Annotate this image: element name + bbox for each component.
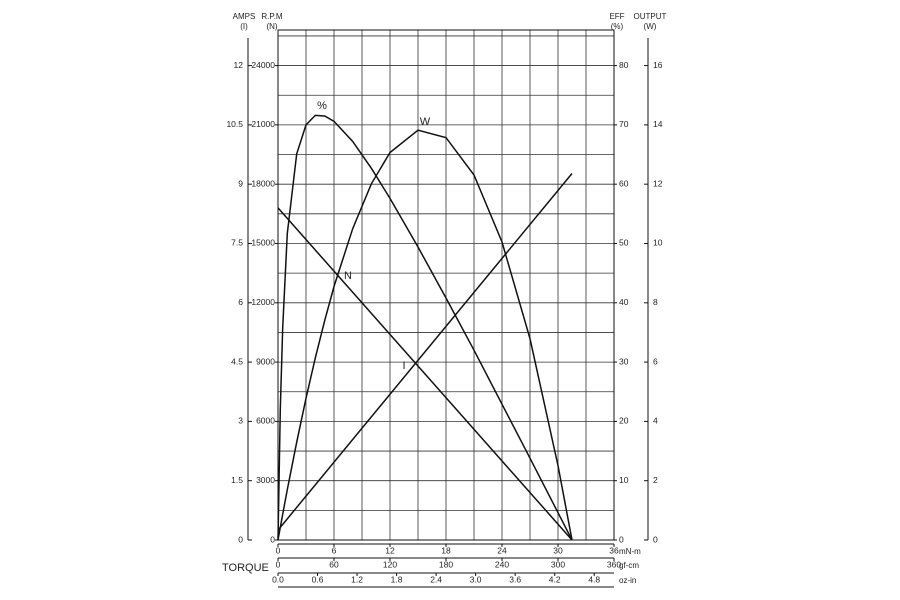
y-tick-label: 6000 bbox=[256, 416, 275, 426]
x-tick-label: 36 bbox=[609, 545, 619, 555]
plot-frame bbox=[277, 29, 615, 541]
y-tick-label: 15000 bbox=[251, 238, 275, 248]
series-line bbox=[277, 114, 573, 541]
y4-tick-label: 6 bbox=[653, 356, 658, 366]
y4-tick-label: 2 bbox=[653, 475, 658, 485]
x3-tick-label: 3.6 bbox=[509, 574, 521, 584]
x3-tick-label: 3.0 bbox=[470, 574, 482, 584]
y4-tick-label: 16 bbox=[653, 60, 663, 70]
y4-tick-label: 14 bbox=[653, 119, 663, 129]
x2-tick-label: 60 bbox=[329, 559, 339, 569]
y-tick-label: 24000 bbox=[251, 60, 275, 70]
y4-tick-label: 0 bbox=[653, 534, 658, 544]
x2-tick-label: 300 bbox=[551, 559, 565, 569]
y2-tick-label: 9 bbox=[238, 178, 243, 188]
series-label: W bbox=[420, 116, 431, 128]
y2-tick-label: 6 bbox=[238, 297, 243, 307]
x3-tick-label: 4.8 bbox=[588, 574, 600, 584]
x3-tick-label: 0.6 bbox=[312, 574, 324, 584]
y2-tick-label: 10.5 bbox=[226, 119, 243, 129]
series-label: I bbox=[402, 360, 405, 372]
y3-tick-label: 10 bbox=[619, 475, 629, 485]
y3-tick-label: 20 bbox=[619, 416, 629, 426]
y3-tick-label: 60 bbox=[619, 178, 629, 188]
series-line bbox=[277, 129, 573, 541]
x2-tick-label: 120 bbox=[383, 559, 397, 569]
rpm-title: R.P.M bbox=[261, 12, 283, 21]
eff-unit: (%) bbox=[611, 22, 624, 31]
y-tick-label: 12000 bbox=[251, 297, 275, 307]
y2-tick-label: 1.5 bbox=[231, 475, 243, 485]
y4-tick-label: 10 bbox=[653, 238, 663, 248]
x3-tick-label: 4.2 bbox=[549, 574, 561, 584]
x-tick-label: 24 bbox=[497, 545, 507, 555]
x2-tick-label: 360 bbox=[607, 559, 621, 569]
y3-tick-label: 40 bbox=[619, 297, 629, 307]
x-tick-label: 6 bbox=[332, 545, 337, 555]
y2-tick-label: 12 bbox=[234, 60, 244, 70]
y3-tick-label: 30 bbox=[619, 356, 629, 366]
eff-title: EFF bbox=[609, 12, 624, 21]
torque-title: TORQUE bbox=[222, 562, 269, 574]
x2-unit: gf-cm bbox=[619, 561, 639, 570]
x2-tick-label: 180 bbox=[439, 559, 453, 569]
y-tick-label: 3000 bbox=[256, 475, 275, 485]
y4-tick-label: 8 bbox=[653, 297, 658, 307]
y3-tick-label: 70 bbox=[619, 119, 629, 129]
x-tick-label: 30 bbox=[553, 545, 563, 555]
x2-tick-label: 0 bbox=[276, 559, 281, 569]
output-unit: (W) bbox=[644, 22, 657, 31]
amps-title: AMPS bbox=[233, 12, 256, 21]
series-line bbox=[277, 173, 573, 531]
x3-tick-label: 1.2 bbox=[351, 574, 363, 584]
x3-tick-label: 1.8 bbox=[391, 574, 403, 584]
series-label: % bbox=[317, 100, 327, 112]
x3-tick-label: 0.0 bbox=[272, 574, 284, 584]
y-tick-label: 18000 bbox=[251, 178, 275, 188]
y-tick-label: 21000 bbox=[251, 119, 275, 129]
y2-tick-label: 3 bbox=[238, 416, 243, 426]
output-title: OUTPUT bbox=[634, 12, 667, 21]
x3-tick-label: 2.4 bbox=[430, 574, 442, 584]
y-tick-label: 9000 bbox=[256, 356, 275, 366]
y3-tick-label: 0 bbox=[619, 534, 624, 544]
x-tick-label: 12 bbox=[385, 545, 395, 555]
x-unit: mN-m bbox=[619, 547, 641, 556]
x-tick-label: 0 bbox=[276, 545, 281, 555]
y3-tick-label: 50 bbox=[619, 238, 629, 248]
y3-tick-label: 80 bbox=[619, 60, 629, 70]
y2-tick-label: 0 bbox=[238, 534, 243, 544]
y4-tick-label: 4 bbox=[653, 416, 658, 426]
y4-tick-label: 12 bbox=[653, 178, 663, 188]
y2-tick-label: 7.5 bbox=[231, 238, 243, 248]
x2-tick-label: 240 bbox=[495, 559, 509, 569]
amps-unit: (I) bbox=[240, 22, 248, 31]
x3-unit: oz-in bbox=[619, 576, 636, 585]
series-line bbox=[277, 207, 573, 541]
rpm-unit: (N) bbox=[266, 22, 277, 31]
y-tick-label: 0 bbox=[270, 534, 275, 544]
series-label: N bbox=[344, 270, 352, 282]
x-tick-label: 18 bbox=[441, 545, 451, 555]
y2-tick-label: 4.5 bbox=[231, 356, 243, 366]
